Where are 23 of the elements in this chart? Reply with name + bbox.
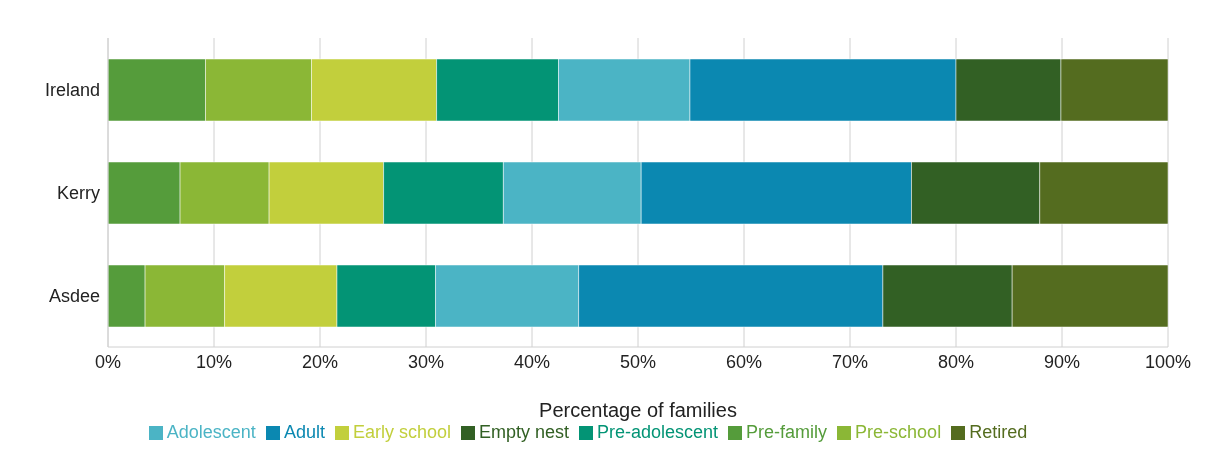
- legend-label: Pre-adolescent: [597, 422, 719, 442]
- x-tick-label: 20%: [301, 351, 339, 372]
- x-tick-label: 0%: [94, 351, 122, 372]
- x-axis-title: Percentage of families: [539, 399, 737, 421]
- legend-label: Empty nest: [478, 422, 569, 442]
- legend-label: Early school: [352, 422, 451, 442]
- x-tick-label: 30%: [407, 351, 445, 372]
- x-tick-label: 40%: [513, 351, 551, 372]
- x-tick-label: 70%: [831, 351, 869, 372]
- x-tick-label: 100%: [1144, 351, 1192, 372]
- y-tick-label: Kerry: [56, 182, 100, 203]
- x-tick-label: 50%: [619, 351, 657, 372]
- legend-label: Pre-school: [855, 422, 942, 442]
- y-tick-label: Asdee: [48, 285, 100, 306]
- x-tick-label: 60%: [725, 351, 763, 372]
- x-tick-label: 90%: [1043, 351, 1081, 372]
- legend-label: Adolescent: [166, 422, 256, 442]
- x-tick-label: 10%: [195, 351, 233, 372]
- legend-label: Pre-family: [746, 422, 828, 442]
- legend-label: Retired: [969, 422, 1028, 442]
- legend-label: Adult: [283, 422, 325, 442]
- y-tick-label: Ireland: [44, 79, 100, 100]
- x-tick-label: 80%: [937, 351, 975, 372]
